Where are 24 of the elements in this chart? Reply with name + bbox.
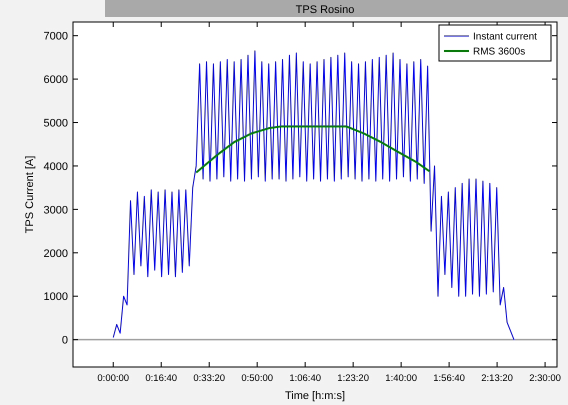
line-series [195,125,430,174]
legend-label: RMS 3600s [473,46,526,58]
x-tick-label: 0:00:00 [97,373,130,384]
x-tick-label: 0:50:00 [241,373,274,384]
x-tick-label: 0:16:40 [145,373,178,384]
y-tick-label: 4000 [44,160,68,173]
y-tick-label: 6000 [44,74,68,86]
x-tick-label: 0:33:20 [193,373,226,384]
x-tick-label: 1:06:40 [289,373,322,384]
x-tick-label: 1:40:00 [385,373,417,384]
x-axis-title: Time [h:m:s] [284,390,346,402]
y-tick-label: 5000 [44,118,68,130]
y-axis-title: TPS Current [A] [24,156,36,234]
x-tick-label: 2:30:00 [529,373,561,384]
y-tick-label: 2000 [44,248,68,260]
chart-title: TPS Rosino [296,4,354,16]
y-tick-label: 1000 [44,291,68,304]
x-tick-label: 1:56:40 [433,373,465,384]
x-tick-label: 1:23:20 [337,373,370,384]
y-tick-label: 3000 [44,204,68,216]
legend-label: Instant current [473,32,538,42]
y-tick-label: 7000 [44,30,68,43]
y-tick-label: 0 [62,334,68,347]
x-tick-label: 2:13:20 [481,373,513,384]
